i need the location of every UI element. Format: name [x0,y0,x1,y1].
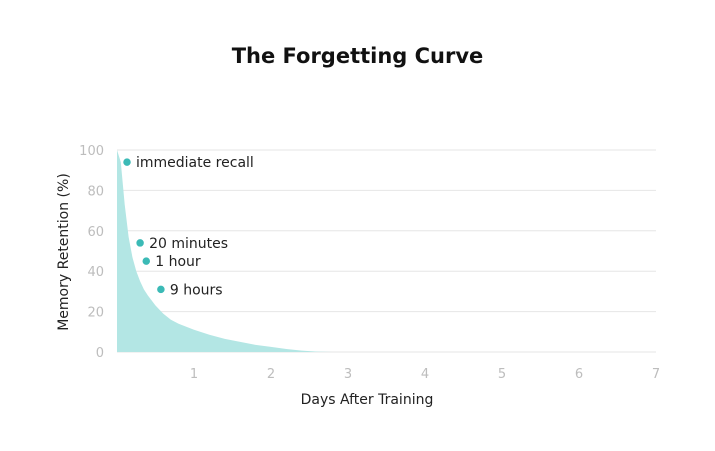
annotations: immediate recall 20 minutes 1 hour 9 hours [121,155,254,298]
annotation-label: 1 hour [155,254,201,270]
y-tick-label: 40 [87,265,104,280]
annotation-marker [134,237,146,249]
x-tick-label: 5 [498,367,506,382]
x-axis-label: Days After Training [301,392,434,408]
x-axis: 1 2 3 4 5 6 7 [190,367,660,382]
y-tick-label: 80 [87,184,104,199]
y-tick-label: 100 [79,144,104,159]
y-axis-label: Memory Retention (%) [56,173,72,331]
x-tick-label: 1 [190,367,198,382]
y-axis: 0 20 40 60 80 100 [79,144,104,361]
x-tick-label: 3 [344,367,352,382]
annotation-marker [155,284,167,295]
chart-title: The Forgetting Curve [231,44,484,68]
x-tick-label: 2 [267,367,275,382]
plot-area [117,150,656,352]
annotation-label: 20 minutes [149,236,228,252]
annotation-label: 9 hours [170,282,223,298]
y-tick-label: 0 [96,346,104,361]
annotation-marker [121,156,133,168]
x-tick-label: 6 [575,367,583,382]
annotation-marker [141,255,152,267]
retention-area [117,150,656,352]
x-tick-label: 4 [421,367,429,382]
y-tick-label: 60 [87,225,104,240]
x-tick-label: 7 [652,367,660,382]
y-tick-label: 20 [87,306,104,321]
annotation-label: immediate recall [136,155,254,171]
